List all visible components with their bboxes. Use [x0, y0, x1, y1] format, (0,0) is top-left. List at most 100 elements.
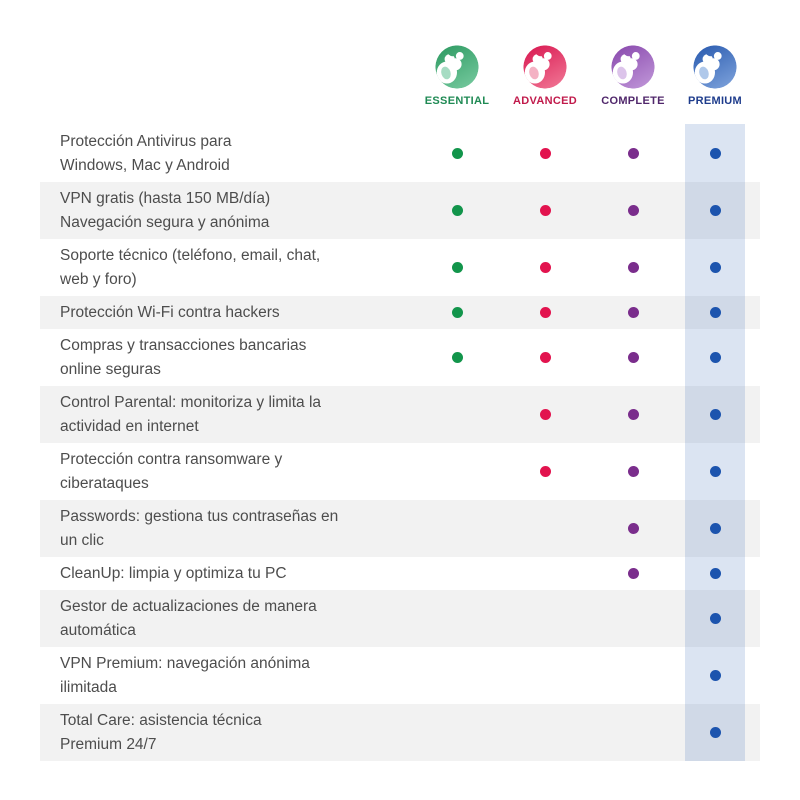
plan-cell-complete: [589, 130, 677, 178]
plan-cell-essential: [413, 244, 501, 292]
plan-cell-essential: [413, 334, 501, 382]
plan-cell-complete: [589, 391, 677, 439]
panda-logo-complete-icon: [611, 45, 655, 89]
feature-row: Passwords: gestiona tus contraseñas en un…: [40, 500, 760, 557]
plan-cell-premium: [677, 652, 753, 700]
included-dot: [709, 613, 721, 624]
plan-cell-premium: [677, 391, 753, 439]
plan-header-advanced[interactable]: ADVANCED: [501, 44, 589, 107]
plans-header: ESSENTIAL: [40, 44, 760, 107]
plan-cell-complete: [589, 244, 677, 292]
premium-highlight-band: [685, 124, 745, 761]
included-dot: [451, 205, 463, 216]
included-dot: [451, 262, 463, 273]
included-dot: [709, 670, 721, 681]
included-dot: [539, 307, 551, 318]
plan-cell-complete: [589, 652, 677, 700]
panda-logo-premium-icon: [693, 45, 737, 89]
plan-header-premium[interactable]: PREMIUM: [677, 44, 753, 107]
plan-cell-advanced: [501, 709, 589, 757]
plan-cell-premium: [677, 301, 753, 325]
feature-label: Compras y transacciones bancarias online …: [60, 336, 307, 378]
feature-row: Protección Antivirus para Windows, Mac y …: [40, 125, 760, 182]
feature-label: Control Parental: monitoriza y limita la…: [60, 393, 322, 435]
plan-cell-complete: [589, 595, 677, 643]
feature-label: Passwords: gestiona tus contraseñas en un…: [60, 507, 339, 549]
included-dot: [539, 205, 551, 216]
included-dot: [539, 352, 551, 363]
plan-cell-premium: [677, 505, 753, 553]
included-dot: [539, 409, 551, 420]
included-dot: [709, 307, 721, 318]
included-dot: [451, 307, 463, 318]
feature-label: Total Care: asistencia técnica Premium 24…: [60, 711, 262, 753]
included-dot: [451, 148, 463, 159]
feature-row: VPN gratis (hasta 150 MB/día) Navegación …: [40, 182, 760, 239]
plan-header-essential[interactable]: ESSENTIAL: [413, 44, 501, 107]
header-spacer: [40, 44, 413, 107]
plan-cell-premium: [677, 562, 753, 586]
plan-cell-advanced: [501, 448, 589, 496]
included-dot: [709, 568, 721, 579]
plan-label-essential: ESSENTIAL: [424, 95, 490, 107]
included-dot: [709, 466, 721, 477]
plan-cell-premium: [677, 709, 753, 757]
plan-cell-essential: [413, 709, 501, 757]
feature-label: CleanUp: limpia y optimiza tu PC: [60, 564, 287, 582]
panda-logo-advanced-icon: [523, 45, 567, 89]
plan-cell-essential: [413, 562, 501, 586]
plan-label-complete: COMPLETE: [601, 95, 665, 107]
included-dot: [709, 523, 721, 534]
feature-row: CleanUp: limpia y optimiza tu PC: [40, 557, 760, 590]
included-dot: [709, 352, 721, 363]
panda-logo-essential-icon: [435, 45, 479, 89]
plan-cell-essential: [413, 505, 501, 553]
plan-cell-advanced: [501, 334, 589, 382]
plan-cell-advanced: [501, 301, 589, 325]
plan-cell-essential: [413, 187, 501, 235]
included-dot: [539, 148, 551, 159]
plan-cell-essential: [413, 448, 501, 496]
included-dot: [709, 148, 721, 159]
feature-row: Protección contra ransomware y ciberataqu…: [40, 443, 760, 500]
feature-label: Protección contra ransomware y ciberataqu…: [60, 450, 283, 492]
plan-cell-complete: [589, 505, 677, 553]
plan-cell-complete: [589, 334, 677, 382]
feature-row: VPN Premium: navegación anónima ilimitada: [40, 647, 760, 704]
plan-cell-advanced: [501, 244, 589, 292]
feature-label: VPN Premium: navegación anónima ilimitada: [60, 654, 310, 696]
included-dot: [627, 568, 639, 579]
plan-cell-advanced: [501, 562, 589, 586]
included-dot: [627, 148, 639, 159]
included-dot: [709, 205, 721, 216]
feature-row: Compras y transacciones bancarias online …: [40, 329, 760, 386]
plan-cell-advanced: [501, 652, 589, 700]
included-dot: [627, 307, 639, 318]
included-dot: [627, 352, 639, 363]
plan-cell-essential: [413, 595, 501, 643]
feature-row: Protección Wi-Fi contra hackers: [40, 296, 760, 329]
feature-label: Protección Antivirus para Windows, Mac y …: [60, 132, 232, 174]
plan-header-complete[interactable]: COMPLETE: [589, 44, 677, 107]
plan-cell-advanced: [501, 391, 589, 439]
plan-cell-advanced: [501, 595, 589, 643]
plan-cell-complete: [589, 301, 677, 325]
plan-label-premium: PREMIUM: [687, 95, 743, 107]
included-dot: [627, 262, 639, 273]
feature-row: Gestor de actualizaciones de manera autom…: [40, 590, 760, 647]
plan-label-advanced: ADVANCED: [513, 95, 577, 107]
plan-cell-complete: [589, 709, 677, 757]
included-dot: [627, 205, 639, 216]
feature-row: Soporte técnico (teléfono, email, chat, w…: [40, 239, 760, 296]
plan-cell-advanced: [501, 505, 589, 553]
plan-cell-complete: [589, 562, 677, 586]
plan-cell-premium: [677, 244, 753, 292]
included-dot: [539, 262, 551, 273]
included-dot: [709, 727, 721, 738]
feature-rows: Protección Antivirus para Windows, Mac y …: [40, 125, 760, 761]
feature-label: Protección Wi-Fi contra hackers: [60, 303, 280, 321]
included-dot: [451, 352, 463, 363]
plan-cell-advanced: [501, 130, 589, 178]
included-dot: [709, 409, 721, 420]
included-dot: [627, 409, 639, 420]
